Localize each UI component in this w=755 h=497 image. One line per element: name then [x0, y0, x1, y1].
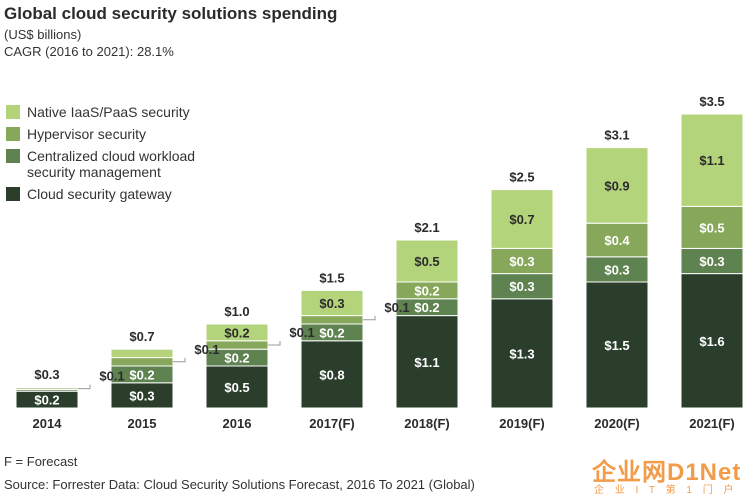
category-label: 2014: [33, 416, 63, 431]
segment-label: $1.1: [414, 355, 439, 370]
segment-label: $0.3: [604, 262, 629, 277]
category-label: 2017(F): [309, 416, 355, 431]
legend-swatch-native: [6, 105, 20, 119]
segment-label: $0.2: [414, 300, 439, 315]
segment-label: $0.4: [604, 233, 630, 248]
bar-segment: [680, 247, 744, 275]
legend-label-native: Native IaaS/PaaS security: [27, 104, 190, 120]
segment-label: $1.6: [699, 334, 724, 349]
segment-label: $0.3: [319, 296, 344, 311]
total-label: $0.7: [129, 329, 154, 344]
chart-legend: Native IaaS/PaaS security Hypervisor sec…: [6, 104, 246, 208]
callout-leader: [363, 315, 376, 321]
bar-segment: [585, 147, 649, 224]
segment-label: $0.2: [224, 325, 249, 340]
bar-segment: [395, 315, 459, 409]
watermark-tagline: 企 业 I T 第 1 门 户: [594, 485, 738, 496]
bar-segment: [490, 273, 554, 300]
legend-swatch-hypervisor: [6, 127, 20, 141]
total-label: $2.1: [414, 220, 439, 235]
segment-label: $0.5: [224, 380, 249, 395]
segment-label: $0.2: [224, 351, 249, 366]
bar-segment: [110, 348, 174, 359]
forecast-note: F = Forecast: [4, 454, 78, 469]
category-label: 2015: [128, 416, 157, 431]
callout-leader: [173, 357, 186, 363]
legend-label-gateway: Cloud security gateway: [27, 186, 172, 202]
legend-item-gateway: Cloud security gateway: [6, 186, 246, 202]
bar-segment: [205, 365, 269, 409]
bar-segment: [680, 113, 744, 207]
bar-segment: [15, 386, 79, 389]
segment-label: $0.2: [129, 367, 154, 382]
segment-label: $0.3: [129, 388, 154, 403]
callout-label: $0.1: [99, 369, 124, 384]
bar-segment: [490, 298, 554, 409]
segment-label: $0.9: [604, 178, 629, 193]
category-label: 2018(F): [404, 416, 450, 431]
chart-cagr: CAGR (2016 to 2021): 28.1%: [4, 44, 174, 59]
callout-leader: [268, 341, 281, 346]
bar-segment: [680, 273, 744, 409]
segment-label: $0.3: [509, 279, 534, 294]
segment-label: $0.3: [509, 254, 534, 269]
chart-title: Global cloud security solutions spending: [4, 4, 338, 23]
legend-label-centralized: Centralized cloud workload security mana…: [27, 148, 196, 180]
bar-segment: [205, 323, 269, 342]
segment-label: $1.1: [699, 153, 724, 168]
bar-segment: [490, 247, 554, 275]
segment-label: $1.5: [604, 338, 629, 353]
source-note: Source: Forrester Data: Cloud Security S…: [4, 477, 475, 492]
bar-segment: [585, 256, 649, 283]
category-label: 2019(F): [499, 416, 545, 431]
legend-swatch-gateway: [6, 187, 20, 201]
callout-label: $0.1: [289, 325, 314, 340]
category-label: 2020(F): [594, 416, 640, 431]
callout-label: $0.1: [384, 300, 409, 315]
segment-label: $1.3: [509, 346, 534, 361]
segment-label: $0.3: [699, 254, 724, 269]
segment-label: $0.7: [509, 212, 534, 227]
total-label: $1.5: [319, 270, 344, 285]
watermark-logo: 企业网D1Net: [592, 459, 742, 486]
legend-swatch-centralized: [6, 149, 20, 163]
total-label: $1.0: [224, 304, 249, 319]
bar-segment: [300, 289, 364, 317]
bar-segment: [300, 340, 364, 409]
bar-segment: [490, 189, 554, 249]
legend-item-hypervisor: Hypervisor security: [6, 126, 246, 142]
segment-label: $0.5: [699, 220, 724, 235]
total-label: $0.3: [34, 367, 59, 382]
category-label: 2021(F): [689, 416, 735, 431]
legend-label-hypervisor: Hypervisor security: [27, 126, 147, 142]
bar-segment: [585, 281, 649, 409]
segment-label: $0.2: [414, 283, 439, 298]
segment-label: $0.8: [319, 367, 344, 382]
callout-leader: [78, 384, 91, 390]
legend-item-native: Native IaaS/PaaS security: [6, 104, 246, 120]
bar-segment: [110, 357, 174, 367]
segment-label: $0.2: [34, 393, 59, 408]
segment-label: $0.2: [319, 325, 344, 340]
total-label: $3.1: [604, 128, 629, 143]
category-label: 2016: [223, 416, 252, 431]
legend-item-centralized: Centralized cloud workload security mana…: [6, 148, 246, 180]
segment-label: $0.5: [414, 254, 439, 269]
callout-label: $0.1: [194, 342, 219, 357]
bar-segment: [585, 222, 649, 258]
total-label: $2.5: [509, 170, 534, 185]
total-label: $3.5: [699, 94, 724, 109]
chart-units: (US$ billions): [4, 27, 82, 42]
bar-segment: [395, 239, 459, 283]
bar-segment: [300, 315, 364, 325]
